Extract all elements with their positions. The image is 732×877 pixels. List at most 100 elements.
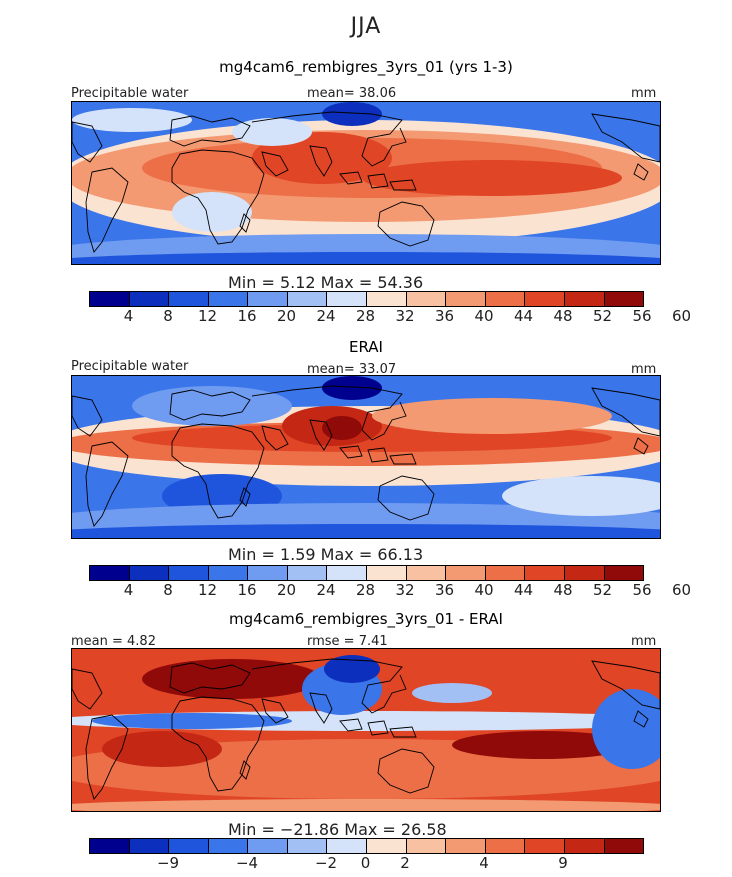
colorbar-swatch <box>367 839 407 853</box>
colorbar-swatch <box>129 839 170 853</box>
colorbar-tick-label: 52 <box>592 307 613 325</box>
colorbar-tick-label: 52 <box>592 581 613 599</box>
colorbar-swatch <box>169 839 209 853</box>
panel-1-title: mg4cam6_rembigres_3yrs_01 (yrs 1-3) <box>219 58 513 76</box>
colorbar-tick-label: −2 <box>314 854 338 872</box>
colorbar-swatch <box>327 839 368 853</box>
colorbar-tick-label: 20 <box>276 581 297 599</box>
colorbar-swatch <box>169 292 209 306</box>
colorbar-swatch <box>604 566 644 580</box>
colorbar-swatch <box>564 292 605 306</box>
colorbar-tick-label: 36 <box>434 307 455 325</box>
colorbar-tick-label: 32 <box>395 581 415 599</box>
panel-1-minmax-label: Min = 5.12 Max = 54.36 <box>228 273 424 292</box>
colorbar-tick-label: 16 <box>237 581 257 599</box>
colorbar-swatch <box>287 566 328 580</box>
colorbar-swatch <box>208 292 249 306</box>
colorbar-tick-label: 16 <box>237 307 257 325</box>
colorbar-swatch <box>287 292 328 306</box>
colorbar-swatch <box>287 839 328 853</box>
colorbar-swatch <box>367 566 407 580</box>
colorbar-tick-label: 4 <box>123 581 134 599</box>
colorbar-tick-label: 48 <box>553 581 573 599</box>
colorbar-swatch <box>90 839 130 853</box>
colorbar-tick-label: 44 <box>513 307 534 325</box>
colorbar-tick-label: 9 <box>558 854 568 872</box>
colorbar-swatch <box>485 292 526 306</box>
panel-1-variable-label: Precipitable water <box>71 86 189 101</box>
colorbar-tick-label: 28 <box>355 581 376 599</box>
panel-2-map <box>71 375 661 539</box>
colorbar-swatch <box>327 292 368 306</box>
panel-1-units-label: mm <box>631 86 657 101</box>
panel-2-colorbar <box>89 565 644 581</box>
colorbar-swatch <box>248 292 288 306</box>
panel-3-minmax-label: Min = −21.86 Max = 26.58 <box>228 820 447 839</box>
colorbar-swatch <box>248 839 288 853</box>
colorbar-tick-label: 44 <box>513 581 534 599</box>
colorbar-tick-label: 20 <box>276 307 297 325</box>
panel-3-rmse-label: rmse = 7.41 <box>307 634 388 649</box>
colorbar-tick-label: −4 <box>235 854 259 872</box>
colorbar-tick-label: 24 <box>316 307 336 325</box>
colorbar-tick-label: 8 <box>163 581 173 599</box>
colorbar-tick-label: 32 <box>395 307 415 325</box>
colorbar-swatch <box>129 566 170 580</box>
colorbar-swatch <box>406 839 447 853</box>
colorbar-swatch <box>248 566 288 580</box>
colorbar-tick-label: 0 <box>360 854 371 872</box>
colorbar-tick-label: 4 <box>123 307 134 325</box>
colorbar-swatch <box>208 839 249 853</box>
panel-3-mean-label: mean = 4.82 <box>71 634 156 649</box>
colorbar-tick-label: 56 <box>632 307 652 325</box>
colorbar-tick-label: 40 <box>474 581 494 599</box>
colorbar-swatch <box>564 839 605 853</box>
colorbar-swatch <box>406 292 447 306</box>
colorbar-tick-label: 24 <box>316 581 336 599</box>
colorbar-tick-label: 60 <box>671 581 692 599</box>
colorbar-tick-label: 28 <box>355 307 376 325</box>
panel-3-colorbar <box>89 838 644 854</box>
colorbar-swatch <box>208 566 249 580</box>
colorbar-swatch <box>604 839 644 853</box>
season-title: JJA <box>350 14 382 39</box>
colorbar-swatch <box>327 566 368 580</box>
colorbar-swatch <box>525 292 565 306</box>
colorbar-swatch <box>564 566 605 580</box>
colorbar-tick-label: 12 <box>197 581 218 599</box>
colorbar-tick-label: 48 <box>553 307 573 325</box>
panel-2-title: ERAI <box>349 338 383 356</box>
panel-2-minmax-label: Min = 1.59 Max = 66.13 <box>228 545 424 564</box>
colorbar-swatch <box>90 292 130 306</box>
colorbar-swatch <box>406 566 447 580</box>
colorbar-tick-label: 2 <box>400 854 410 872</box>
colorbar-swatch <box>485 839 526 853</box>
panel-2-variable-label: Precipitable water <box>71 359 189 374</box>
colorbar-swatch <box>446 839 486 853</box>
colorbar-swatch <box>90 566 130 580</box>
colorbar-swatch <box>169 566 209 580</box>
colorbar-swatch <box>446 292 486 306</box>
colorbar-tick-label: 36 <box>434 581 455 599</box>
panel-3-title: mg4cam6_rembigres_3yrs_01 - ERAI <box>229 610 503 628</box>
panel-1-mean-label: mean= 38.06 <box>307 86 397 101</box>
colorbar-swatch <box>525 566 565 580</box>
panel-3-map <box>71 648 661 812</box>
colorbar-tick-label: 60 <box>671 307 692 325</box>
colorbar-tick-label: 56 <box>632 581 652 599</box>
colorbar-tick-label: 40 <box>474 307 494 325</box>
colorbar-tick-label: 12 <box>197 307 218 325</box>
panel-3-units-label: mm <box>631 634 657 649</box>
colorbar-swatch <box>485 566 526 580</box>
colorbar-swatch <box>129 292 170 306</box>
colorbar-swatch <box>367 292 407 306</box>
colorbar-swatch <box>525 839 565 853</box>
colorbar-tick-label: 8 <box>163 307 173 325</box>
panel-2-mean-label: mean= 33.07 <box>307 362 397 377</box>
colorbar-tick-label: 4 <box>479 854 489 872</box>
panel-1-map <box>71 101 661 265</box>
colorbar-swatch <box>604 292 644 306</box>
colorbar-swatch <box>446 566 486 580</box>
panel-2-units-label: mm <box>631 362 657 377</box>
panel-1-colorbar <box>89 291 644 307</box>
